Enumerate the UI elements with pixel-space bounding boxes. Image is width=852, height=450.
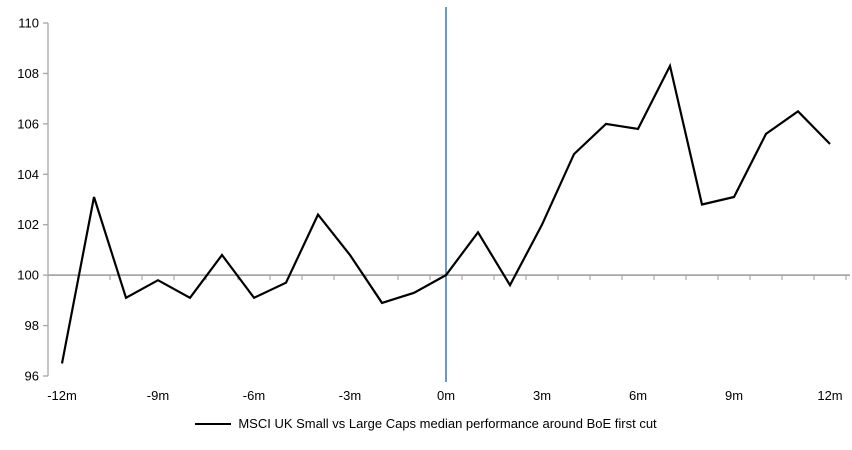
x-tick-label: -12m <box>47 388 77 403</box>
y-tick-label: 100 <box>17 268 39 283</box>
y-tick-label: 98 <box>25 318 39 333</box>
x-tick-label: -6m <box>243 388 265 403</box>
x-tick-label: 0m <box>437 388 455 403</box>
legend: MSCI UK Small vs Large Caps median perfo… <box>0 416 852 431</box>
y-tick-label: 110 <box>18 16 39 31</box>
x-tick-label: 3m <box>533 388 551 403</box>
series-line <box>60 62 831 364</box>
y-tick-label: 104 <box>17 167 39 182</box>
legend-label: MSCI UK Small vs Large Caps median perfo… <box>238 416 657 431</box>
y-tick-label: 108 <box>17 66 39 81</box>
x-tick-label: -3m <box>339 388 361 403</box>
x-tick-label: 9m <box>725 388 743 403</box>
legend-line-sample <box>195 422 232 425</box>
y-tick-label: 106 <box>17 116 39 131</box>
x-tick-label: -9m <box>147 388 169 403</box>
y-tick-label: 102 <box>17 217 39 232</box>
x-tick-label: 6m <box>629 388 647 403</box>
y-tick-label: 96 <box>25 369 39 384</box>
x-tick-label: 12m <box>817 388 842 403</box>
